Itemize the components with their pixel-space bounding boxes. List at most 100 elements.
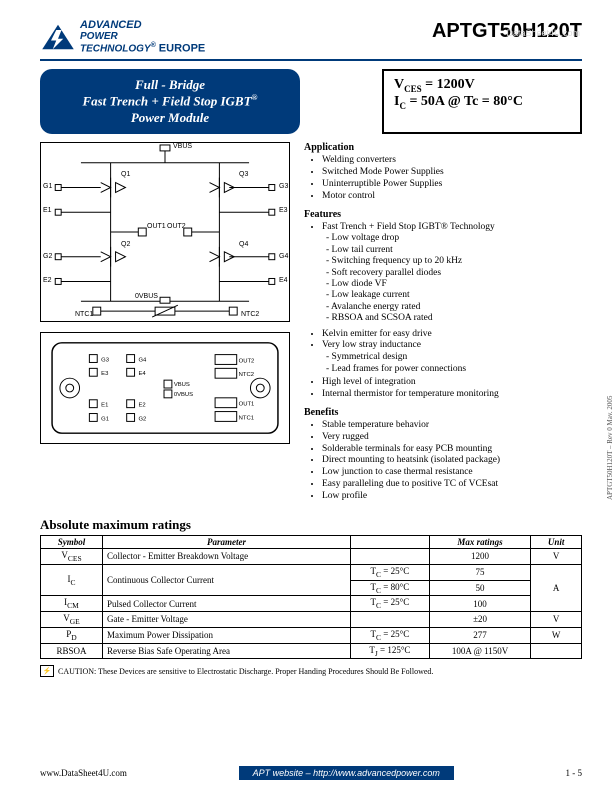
r-sym: PD <box>41 627 103 643</box>
package-outline: G3 E3 E1 G1 G4 E4 E2 G2 VBUS 0VBUS OUT2 … <box>40 332 290 444</box>
r-sym: VGE <box>41 612 103 628</box>
key-specs-box: VCES = 1200V IC = 50A @ Tc = 80°C <box>382 69 582 134</box>
list-item: Solderable terminals for easy PCB mounti… <box>322 444 582 456</box>
lbl-ntc1: NTC1 <box>75 311 93 318</box>
company-tech: TECHNOLOGY <box>80 43 151 54</box>
r-max: 75 <box>429 564 530 580</box>
spec-vces-val: = 1200V <box>422 77 475 92</box>
r-sym: IC <box>41 564 103 596</box>
lbl-g3: G3 <box>279 183 288 190</box>
company-line2: POWER <box>80 32 205 43</box>
pkg-g2: G2 <box>138 416 146 422</box>
application-title: Application <box>304 142 582 153</box>
features-rest2: High level of integration Internal therm… <box>322 377 582 401</box>
lbl-q3: Q3 <box>239 171 248 178</box>
h-unit: Unit <box>531 535 582 548</box>
pkg-0vbus: 0VBUS <box>174 392 193 398</box>
r-cond: TC = 25°C <box>350 596 429 612</box>
title-row: Full - Bridge Fast Trench + Field Stop I… <box>40 69 582 134</box>
left-column: VBUS Q1 Q3 Q2 Q4 G1 E1 G2 E2 G3 E3 G4 E4… <box>40 142 290 509</box>
ratings-header-row: Symbol Parameter Max ratings Unit <box>41 535 582 548</box>
features-title: Features <box>304 209 582 220</box>
r-unit <box>531 643 582 659</box>
r-unit: W <box>531 627 582 643</box>
feat-kelvin: Kelvin emitter for easy drive <box>322 329 582 341</box>
list-item: Switched Mode Power Supplies <box>322 167 582 179</box>
list-item: Low voltage drop <box>326 233 582 244</box>
company-line3: TECHNOLOGY® EUROPE <box>80 42 205 55</box>
company-europe: EUROPE <box>156 42 206 54</box>
features-rest: Kelvin emitter for easy drive Very low s… <box>322 329 582 353</box>
lbl-q4: Q4 <box>239 241 248 248</box>
pkg-ntc2: NTC2 <box>239 372 254 378</box>
lbl-q2: Q2 <box>121 241 130 248</box>
r-unit: V <box>531 548 582 564</box>
ratings-title: Absolute maximum ratings <box>40 517 582 533</box>
side-revision: APTGT50H120T – Rev 0 May, 2005 <box>606 300 612 500</box>
spec-vces: VCES = 1200V <box>394 77 570 94</box>
list-item: Low junction to case thermal resistance <box>322 467 582 479</box>
lbl-e3: E3 <box>279 207 288 214</box>
list-item: Switching frequency up to 20 kHz <box>326 256 582 267</box>
pkg-vbus: VBUS <box>174 382 190 388</box>
list-item: Easy paralleling due to positive TC of V… <box>322 479 582 491</box>
lbl-q1: Q1 <box>121 171 130 178</box>
feature-lead: Fast Trench + Field Stop IGBT® Technolog… <box>322 222 582 234</box>
page-header: ADVANCED POWER TECHNOLOGY® EUROPE APTGT5… <box>40 20 582 61</box>
ratings-row: VCES Collector - Emitter Breakdown Volta… <box>41 548 582 564</box>
product-title-box: Full - Bridge Fast Trench + Field Stop I… <box>40 69 300 134</box>
list-item: Welding converters <box>322 155 582 167</box>
list-item: Symmetrical design <box>326 352 582 363</box>
pkg-out1: OUT1 <box>239 402 255 408</box>
r-max: 50 <box>429 580 530 596</box>
r-max: 100A @ 1150V <box>429 643 530 659</box>
page-footer: www.DataSheet4U.com APT website – http:/… <box>40 766 582 780</box>
title-line2: Fast Trench + Field Stop IGBT® <box>50 93 290 110</box>
pkg-e4: E4 <box>138 371 146 377</box>
stray-sublist: Symmetrical designLead frames for power … <box>326 352 582 375</box>
pkg-e2: E2 <box>138 403 145 409</box>
circuit-schematic: VBUS Q1 Q3 Q2 Q4 G1 E1 G2 E2 G3 E3 G4 E4… <box>40 142 290 322</box>
title-l2a: Fast Trench + Field Stop IGBT <box>82 94 251 109</box>
application-list: Welding convertersSwitched Mode Power Su… <box>322 155 582 203</box>
main-row: VBUS Q1 Q3 Q2 Q4 G1 E1 G2 E2 G3 E3 G4 E4… <box>40 142 582 509</box>
company-logo: ADVANCED POWER TECHNOLOGY® EUROPE <box>40 20 205 55</box>
list-item: Uninterruptible Power Supplies <box>322 179 582 191</box>
lbl-e2: E2 <box>43 277 52 284</box>
feat-integ: High level of integration <box>322 377 582 389</box>
h-max: Max ratings <box>429 535 530 548</box>
r-max: ±20 <box>429 612 530 628</box>
r-sym: VCES <box>41 548 103 564</box>
h-cond <box>350 535 429 548</box>
list-item: Low tail current <box>326 245 582 256</box>
benefits-title: Benefits <box>304 407 582 418</box>
spec-v: V <box>394 77 404 92</box>
ratings-row: ICM Pulsed Collector Current TC = 25°C 1… <box>41 596 582 612</box>
lbl-g2: G2 <box>43 253 52 260</box>
title-line1: Full - Bridge <box>50 77 290 93</box>
list-item: Motor control <box>322 191 582 203</box>
list-item: Avalanche energy rated <box>326 302 582 313</box>
list-item: Direct mounting to heatsink (isolated pa… <box>322 455 582 467</box>
esd-icon: ⚡ <box>40 665 54 677</box>
list-item: Low leakage current <box>326 290 582 301</box>
pkg-ntc1: NTC1 <box>239 415 254 421</box>
title-line3: Power Module <box>50 110 290 126</box>
lbl-ntc2: NTC2 <box>241 311 259 318</box>
lbl-e4: E4 <box>279 277 288 284</box>
list-item: RBSOA and SCSOA rated <box>326 313 582 324</box>
right-column: Application Welding convertersSwitched M… <box>304 142 582 509</box>
schematic-svg <box>41 143 289 321</box>
r-cond: TC = 80°C <box>350 580 429 596</box>
list-item: Low profile <box>322 491 582 503</box>
pkg-g3: G3 <box>101 357 110 363</box>
r-param: Pulsed Collector Current <box>102 596 350 612</box>
r-max: 277 <box>429 627 530 643</box>
r-cond: TJ = 125°C <box>350 643 429 659</box>
r-cond: TC = 25°C <box>350 564 429 580</box>
lbl-g4: G4 <box>279 253 288 260</box>
feat-therm: Internal thermistor for temperature moni… <box>322 389 582 401</box>
pkg-g4: G4 <box>138 357 147 363</box>
h-parameter: Parameter <box>102 535 350 548</box>
footer-page: 1 - 5 <box>565 768 582 778</box>
